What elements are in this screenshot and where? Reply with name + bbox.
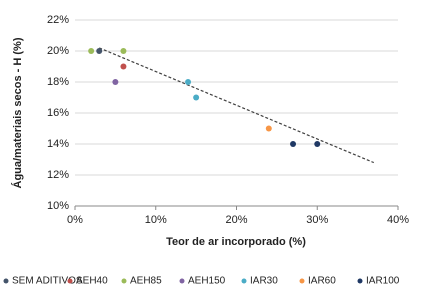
x-tick-label: 30%	[306, 214, 328, 226]
y-tick-label: 12%	[47, 169, 69, 181]
legend-marker	[299, 278, 305, 284]
legend-label: AEH40	[76, 276, 108, 284]
y-tick-label: 22%	[47, 14, 69, 26]
point	[314, 141, 321, 147]
legend-label: SEM ADITIVOS	[12, 276, 83, 284]
point	[193, 94, 200, 101]
point	[265, 125, 272, 132]
y-tick-label: 16%	[47, 107, 69, 119]
y-tick-label: 20%	[47, 45, 69, 57]
legend-marker	[241, 278, 247, 284]
y-tick-label: 18%	[47, 76, 69, 88]
point	[112, 79, 119, 85]
trendline	[98, 47, 375, 164]
y-tick-label: 10%	[47, 200, 69, 212]
x-axis-title: Teor de ar incorporado (%)	[166, 236, 306, 248]
x-tick-label: 20%	[225, 214, 247, 226]
legend-marker	[67, 278, 73, 284]
legend-marker	[3, 278, 9, 284]
point	[120, 48, 127, 54]
legend-label: AEH150	[188, 276, 226, 284]
x-tick-label: 10%	[145, 214, 167, 226]
point	[88, 48, 95, 54]
y-axis-title: Água/materiais secos - H (%)	[11, 37, 24, 188]
y-tick-label: 14%	[47, 138, 69, 150]
point	[185, 79, 192, 85]
legend-marker	[121, 278, 127, 284]
x-tick-label: 0%	[67, 214, 83, 226]
legend-label: AEH85	[130, 276, 162, 284]
point	[96, 48, 103, 54]
legend-label: IAR30	[250, 276, 278, 284]
legend-label: IAR60	[308, 276, 336, 284]
legend-marker	[179, 278, 185, 284]
point	[120, 63, 127, 70]
legend-marker	[357, 278, 363, 284]
point	[290, 141, 297, 147]
x-tick-label: 40%	[387, 214, 409, 226]
legend-label: IAR100	[366, 276, 400, 284]
